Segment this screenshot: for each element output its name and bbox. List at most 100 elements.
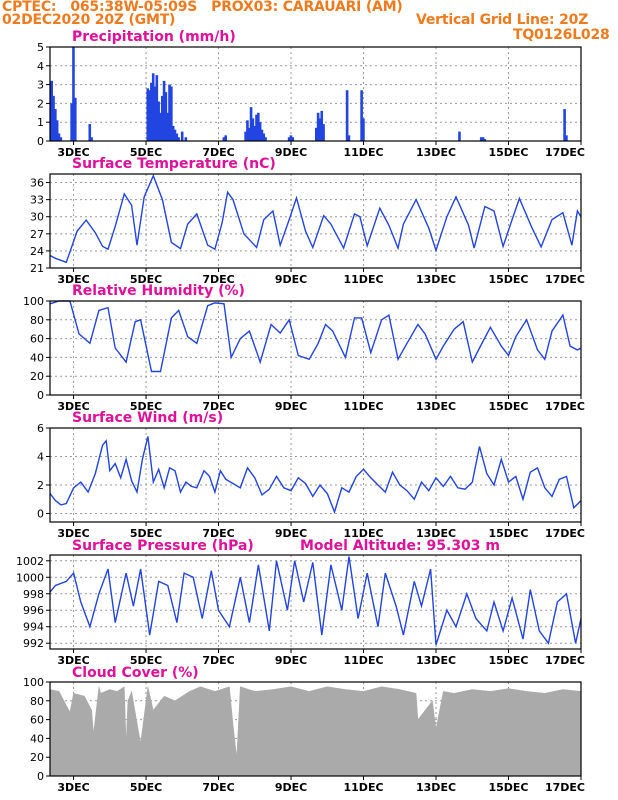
precip-bar [255, 114, 258, 141]
x-tick-label: 17DEC [545, 654, 585, 667]
x-tick-label: 9DEC [275, 654, 307, 667]
panel-2: Surface Temperature (nC) 21 24 27 30 33 36 3DEC… [30, 156, 585, 286]
precip-bar [249, 107, 253, 141]
x-tick-label: 11DEC [344, 273, 384, 286]
precip-bar [251, 118, 255, 141]
precip-bar [52, 95, 55, 141]
x-tick-label: 3DEC [57, 527, 89, 540]
y-tick-label: 36 [30, 177, 44, 190]
precip-bar [168, 84, 171, 141]
y-tick-label: 30 [30, 211, 44, 224]
y-tick-label: 5 [37, 41, 44, 54]
x-tick-label: 9DEC [275, 146, 307, 159]
panel-title: Relative Humidity (%) [72, 283, 245, 299]
station-header: CPTEC: 065:38W-05:09S PROX03: CARAUARI (… [2, 0, 403, 15]
y-tick-label: 4 [37, 450, 44, 463]
y-tick-label: 20 [30, 751, 44, 764]
y-tick-label: 60 [30, 333, 44, 346]
y-tick-label: 27 [30, 228, 44, 241]
panel-1: Precipitation (mm/h) 0 1 2 3 4 5 3DEC 5DEC 7DEC 9D… [37, 29, 585, 159]
y-tick-label: 998 [23, 588, 44, 601]
precip-bar [151, 73, 155, 141]
x-tick-label: 3DEC [57, 781, 89, 794]
x-tick-label: 9DEC [275, 400, 307, 413]
precip-bar [164, 92, 168, 141]
precip-bar [72, 47, 75, 141]
precip-bar [247, 127, 251, 141]
y-tick-label: 1 [37, 116, 44, 129]
series-line [49, 436, 582, 515]
x-tick-label: 15DEC [488, 400, 528, 413]
x-tick-label: 13DEC [416, 273, 456, 286]
precip-bar [246, 120, 249, 141]
y-tick-label: 0 [37, 389, 44, 402]
y-tick-label: 1002 [16, 555, 44, 568]
x-tick-label: 7DEC [202, 781, 234, 794]
x-tick-label: 5DEC [130, 146, 162, 159]
precip-bar [345, 90, 349, 141]
y-tick-label: 0 [37, 507, 44, 520]
y-tick-label: 996 [23, 604, 44, 617]
x-tick-label: 9DEC [275, 781, 307, 794]
panel-title: Cloud Cover (%) [72, 665, 199, 681]
panel-frame [49, 427, 582, 523]
x-tick-label: 3DEC [57, 400, 89, 413]
precip-bar [316, 112, 320, 141]
series-line [49, 173, 582, 264]
precip-bar [59, 137, 63, 141]
precip-bar [177, 137, 180, 141]
x-tick-label: 11DEC [344, 654, 384, 667]
panel-frame [49, 681, 582, 777]
series-line [49, 556, 582, 646]
x-tick-label: 5DEC [130, 654, 162, 667]
panel-frame [49, 554, 582, 650]
x-tick-label: 3DEC [57, 654, 89, 667]
y-tick-label: 1000 [16, 571, 44, 584]
y-tick-label: 2 [37, 479, 44, 492]
precip-bar [90, 137, 93, 141]
precip-bar [155, 75, 159, 141]
x-tick-label: 17DEC [545, 527, 585, 540]
panel-title: Precipitation (mm/h) [72, 29, 236, 45]
x-tick-label: 13DEC [416, 781, 456, 794]
precip-bar [153, 86, 157, 141]
x-tick-label: 7DEC [202, 400, 234, 413]
panel-5: Surface Pressure (hPa) Model Altitude: 95… [16, 538, 585, 667]
panel-title: Surface Wind (m/s) [72, 410, 223, 426]
x-tick-label: 5DEC [130, 527, 162, 540]
model-altitude-label: Model Altitude: 95.303 m [300, 538, 500, 554]
precip-bar [264, 137, 267, 141]
precip-bar [184, 137, 188, 141]
precip-bar [244, 131, 247, 141]
y-tick-label: 992 [23, 637, 44, 650]
precip-bar [458, 131, 461, 141]
precip-bar [54, 109, 57, 141]
precip-bar [315, 127, 318, 141]
precip-bar [262, 133, 266, 141]
precip-bar [289, 135, 293, 141]
precip-bar [258, 122, 262, 141]
y-tick-label: 994 [23, 621, 44, 634]
x-tick-label: 15DEC [488, 781, 528, 794]
precip-bar [318, 118, 322, 141]
y-tick-label: 80 [30, 314, 44, 327]
x-tick-label: 17DEC [545, 146, 585, 159]
x-tick-label: 15DEC [488, 654, 528, 667]
x-tick-label: 7DEC [202, 654, 234, 667]
y-tick-label: 4 [37, 60, 44, 73]
precip-bar [362, 118, 365, 141]
precip-bar [159, 112, 162, 141]
y-tick-label: 20 [30, 370, 44, 383]
vertical-grid-note: Vertical Grid Line: 20Z [416, 12, 589, 28]
precip-bar [260, 129, 264, 141]
y-tick-label: 40 [30, 732, 44, 745]
precip-bar [222, 137, 226, 141]
y-tick-label: 6 [37, 422, 44, 435]
x-tick-label: 13DEC [416, 527, 456, 540]
panel-6: Cloud Cover (%) 0 20 40 60 80 100 3DEC 5DEC 7DEC 9… [23, 665, 585, 794]
precip-bar [160, 95, 164, 141]
precip-bar [481, 137, 485, 141]
precip-bar [253, 125, 256, 141]
y-tick-label: 3 [37, 79, 44, 92]
